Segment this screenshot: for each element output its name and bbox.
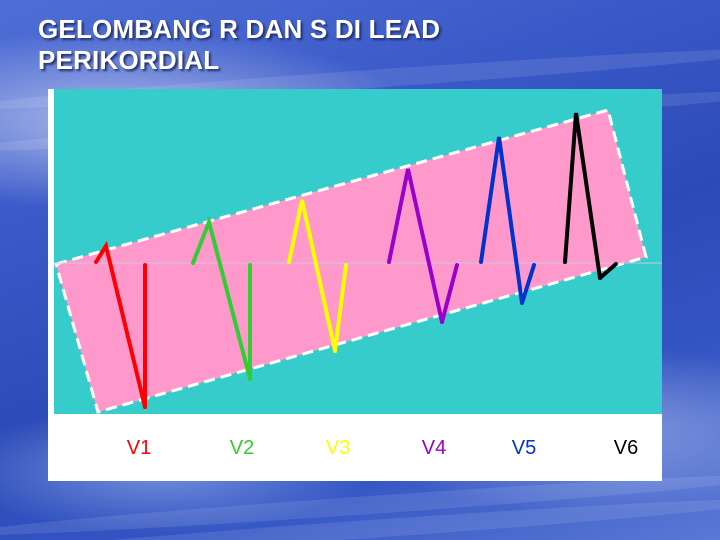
- s-wave-v4: [440, 263, 459, 324]
- lead-label-v5: V5: [511, 437, 537, 459]
- waveform-v1: [94, 240, 147, 409]
- r-wave-v6: [563, 112, 602, 280]
- lead-label-v4: V4: [421, 437, 447, 459]
- waveform-v6: [563, 112, 618, 280]
- waveform-v3: [287, 199, 348, 353]
- r-wave-v3: [287, 199, 337, 353]
- waveform-v2: [191, 215, 252, 381]
- slide-title: GELOMBANG R DAN S DI LEAD PERIKORDIAL: [38, 14, 440, 76]
- r-wave-v2: [191, 215, 252, 381]
- ecg-diagram-panel: V1 V2 V3 V4 V5 V6: [48, 89, 662, 481]
- waveform-v4: [387, 168, 459, 324]
- r-wave-v5: [479, 136, 524, 305]
- lead-label-v2: V2: [229, 437, 255, 459]
- slide-title-line-1: GELOMBANG R DAN S DI LEAD: [38, 14, 441, 44]
- lead-label-v3: V3: [325, 437, 351, 459]
- rs-waveforms: [94, 112, 618, 409]
- s-wave-v6: [598, 262, 618, 280]
- r-wave-v4: [387, 168, 444, 324]
- waveform-v5: [479, 136, 536, 305]
- s-wave-v3: [333, 263, 348, 353]
- slide-title-line-2: PERIKORDIAL: [38, 45, 220, 75]
- r-wave-v1: [94, 240, 147, 409]
- s-wave-v5: [520, 263, 536, 305]
- precordial-band: [54, 108, 648, 414]
- ecg-rs-wave-diagram: [54, 89, 662, 414]
- lead-label-v1: V1: [126, 437, 152, 459]
- lead-label-v6: V6: [613, 437, 639, 459]
